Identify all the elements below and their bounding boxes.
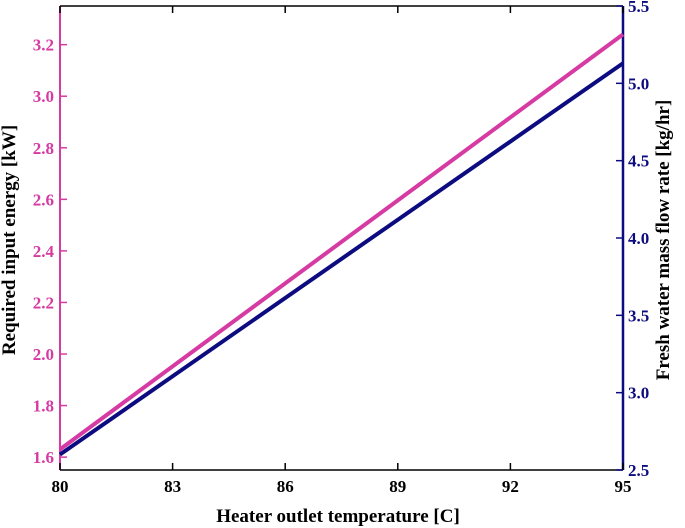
left-y-tick-label: 3.0 [33, 87, 54, 106]
x-tick-label: 83 [164, 477, 181, 496]
x-axis-title: Heater outlet temperature [C] [216, 506, 460, 527]
right-y-tick-label: 5.5 [628, 0, 649, 16]
x-tick-label: 92 [502, 477, 519, 496]
left-y-tick-label: 2.6 [33, 190, 54, 209]
left-y-tick-label: 1.6 [33, 448, 54, 467]
left-y-tick-label: 2.2 [33, 293, 54, 312]
left-y-tick-label: 2.4 [33, 242, 55, 261]
tick-labels: 80 83 86 89 92 95 1.6 1.8 2.0 2.2 2.4 2.6 2.8 3.0 3.2 2… [33, 0, 650, 496]
x-tick-label: 89 [389, 477, 406, 496]
right-y-tick-label: 3.5 [628, 306, 649, 325]
x-tick-label: 86 [277, 477, 294, 496]
left-y-tick-label: 1.8 [33, 397, 54, 416]
right-y-tick-label: 5.0 [628, 74, 649, 93]
left-y-tick-label: 2.8 [33, 139, 54, 158]
right-y-tick-label: 4.5 [628, 152, 649, 171]
left-y-tick-label: 3.2 [33, 36, 54, 55]
right-y-axis-title: Fresh water mass flow rate [kg/hr] [653, 100, 674, 381]
right-y-tick-label: 4.0 [628, 229, 649, 248]
axes [59, 5, 625, 471]
x-tick-label: 80 [52, 477, 69, 496]
right-y-tick-label: 2.5 [628, 461, 649, 480]
right-y-tick-label: 3.0 [628, 384, 649, 403]
series-lines [58, 32, 625, 457]
flow-rate-series-line [58, 61, 625, 457]
energy-series-line [58, 32, 625, 451]
left-y-tick-label: 2.0 [33, 345, 54, 364]
x-tick-label: 95 [615, 477, 632, 496]
left-y-axis-title: Required input energy [kW] [0, 125, 20, 355]
